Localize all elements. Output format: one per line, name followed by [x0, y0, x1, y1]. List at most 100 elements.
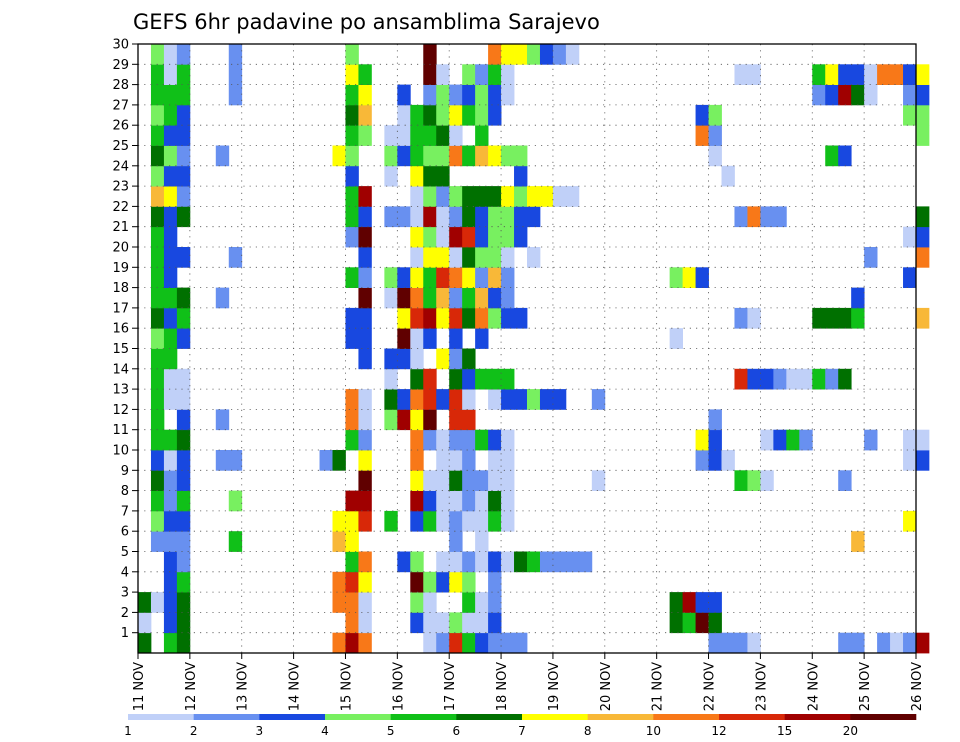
colorbar-legend: 1 2 3 4 5 6 7 8 10 12 15 20 — [124, 714, 917, 738]
heatmap-cell — [747, 307, 761, 329]
heatmap-cell — [488, 389, 502, 410]
x-tick-label: 15 NOV — [339, 662, 354, 711]
heatmap-cell — [436, 247, 450, 268]
heatmap-cell — [449, 307, 463, 329]
heatmap-cell — [462, 571, 476, 593]
heatmap-cell — [423, 44, 437, 65]
x-tick-label: 25 NOV — [858, 662, 873, 711]
heatmap-cell — [462, 186, 476, 207]
heatmap-cell — [397, 348, 411, 370]
x-tick-label: 14 NOV — [288, 662, 303, 711]
heatmap-cell — [332, 531, 346, 552]
heatmap-cell — [163, 104, 178, 126]
heatmap-cell — [150, 84, 165, 106]
heatmap-cell — [877, 632, 891, 654]
heatmap-cell — [397, 145, 411, 167]
heatmap-cell — [176, 510, 191, 532]
heatmap-cell — [163, 165, 178, 187]
heatmap-cell — [410, 145, 424, 167]
heatmap-cell — [215, 287, 230, 309]
heatmap-cell — [475, 490, 489, 512]
heatmap-cell — [150, 267, 165, 288]
heatmap-cell — [916, 247, 930, 268]
heatmap-cell — [449, 632, 463, 654]
heatmap-cell — [462, 510, 476, 532]
heatmap-cell — [475, 551, 489, 573]
heatmap-cell — [228, 44, 243, 65]
heatmap-cell — [176, 64, 191, 85]
heatmap-cell — [345, 592, 359, 613]
heatmap-cell — [514, 389, 528, 410]
heatmap-cell — [734, 64, 748, 85]
heatmap-cell — [812, 84, 826, 106]
heatmap-cell — [449, 145, 463, 167]
heatmap-cell — [436, 64, 450, 85]
heatmap-cell — [903, 104, 917, 126]
heatmap-cell — [475, 104, 489, 126]
heatmap-cell — [501, 429, 515, 451]
heatmap-cell — [825, 145, 839, 167]
heatmap-cell — [475, 429, 489, 451]
heatmap-cell — [410, 551, 424, 573]
heatmap-cell — [150, 531, 165, 552]
heatmap-cell — [825, 64, 839, 85]
heatmap-cell — [423, 84, 437, 106]
heatmap-cell — [150, 470, 165, 491]
heatmap-cell — [488, 84, 502, 106]
heatmap-cell — [345, 145, 359, 167]
heatmap-cell — [449, 125, 463, 146]
heatmap-cell — [527, 389, 541, 410]
heatmap-cell — [501, 510, 515, 532]
heatmap-cell — [150, 287, 165, 309]
heatmap-cell — [773, 368, 787, 390]
heatmap-cell — [708, 429, 722, 451]
heatmap-cell — [721, 165, 735, 187]
heatmap-cell — [410, 165, 424, 187]
heatmap-cell — [345, 125, 359, 146]
heatmap-cell — [397, 206, 411, 228]
heatmap-cell — [488, 186, 502, 207]
heatmap-cell — [423, 328, 437, 349]
heatmap-cell — [384, 267, 398, 288]
heatmap-cell — [436, 145, 450, 167]
heatmap-cell — [423, 612, 437, 634]
heatmap-cell — [449, 368, 463, 390]
heatmap-cell — [150, 186, 165, 207]
heatmap-cell — [176, 571, 191, 593]
heatmap-cell — [436, 104, 450, 126]
heatmap-cell — [358, 429, 372, 451]
heatmap-cell — [345, 307, 359, 329]
y-tick-label: 14 — [112, 362, 129, 377]
heatmap-cell — [397, 409, 411, 431]
heatmap-cell — [163, 531, 178, 552]
heatmap-cell — [838, 470, 852, 491]
colorbar-swatch — [587, 714, 654, 720]
x-tick-label: 11 NOV — [132, 662, 147, 711]
heatmap-cell — [345, 632, 359, 654]
heatmap-cell — [903, 226, 917, 248]
heatmap-cell — [423, 409, 437, 431]
heatmap-cell — [825, 307, 839, 329]
y-tick-label: 7 — [121, 504, 129, 519]
heatmap-cell — [838, 307, 852, 329]
heatmap-cell — [449, 104, 463, 126]
heatmap-cell — [916, 84, 930, 106]
heatmap-cell — [332, 145, 346, 167]
heatmap-cell — [150, 592, 165, 613]
heatmap-cell — [384, 145, 398, 167]
heatmap-cell — [163, 307, 178, 329]
heatmap-cell — [345, 206, 359, 228]
heatmap-cell — [423, 368, 437, 390]
heatmap-cell — [747, 206, 761, 228]
heatmap-cell — [462, 490, 476, 512]
heatmap-cell — [410, 125, 424, 146]
heatmap-cell — [358, 348, 372, 370]
heatmap-cell — [176, 551, 191, 573]
heatmap-cell — [501, 145, 515, 167]
heatmap-cell — [150, 328, 165, 349]
heatmap-cell — [176, 247, 191, 268]
heatmap-cell — [812, 64, 826, 85]
heatmap-cell — [669, 612, 683, 634]
heatmap-cell — [345, 551, 359, 573]
heatmap-cell — [916, 125, 930, 146]
